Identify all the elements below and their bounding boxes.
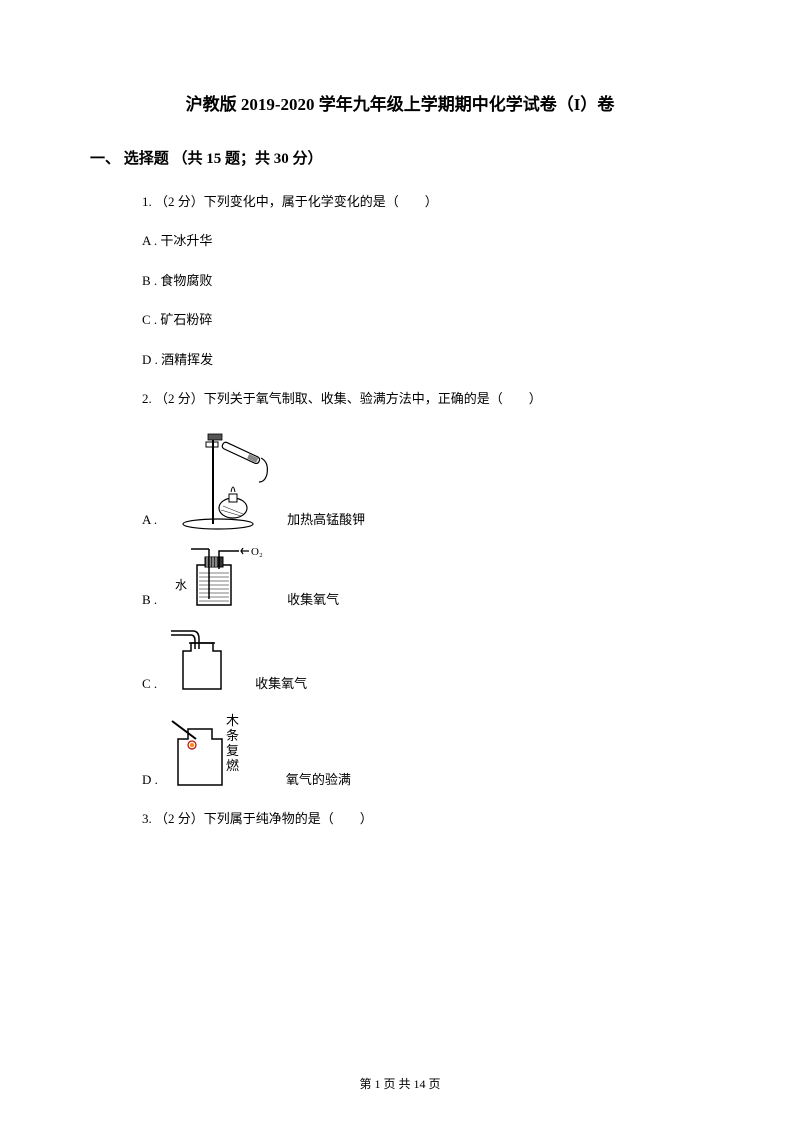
exam-title: 沪教版 2019-2020 学年九年级上学期期中化学试卷（I）卷 xyxy=(90,90,710,115)
q2-option-a: A . xyxy=(142,426,710,531)
verification-diagram: 木 条 复 燃 xyxy=(164,707,272,791)
q2-optA-caption: 加热高锰酸钾 xyxy=(287,508,365,531)
q2-optD-caption: 氧气的验满 xyxy=(286,768,351,791)
q2-option-d: D . 木 条 复 燃 氧气的验满 xyxy=(142,707,710,791)
heating-apparatus-diagram xyxy=(163,426,273,531)
page-footer: 第 1 页 共 14 页 xyxy=(0,1075,800,1092)
svg-text:复: 复 xyxy=(226,743,239,758)
q1-option-a: A . 干冰升华 xyxy=(142,229,710,252)
q2-optD-label: D . xyxy=(142,768,158,791)
page-container: 沪教版 2019-2020 学年九年级上学期期中化学试卷（I）卷 一、 选择题 … xyxy=(0,0,800,887)
question-2: 2. （2 分）下列关于氧气制取、收集、验满方法中，正确的是（ ） A . xyxy=(142,387,710,791)
q2-optB-label: B . xyxy=(142,588,157,611)
q1-option-b: B . 食物腐败 xyxy=(142,269,710,292)
o2-label: O₂ xyxy=(251,546,263,558)
q2-text: 2. （2 分）下列关于氧气制取、收集、验满方法中，正确的是（ ） xyxy=(142,387,710,410)
water-label: 水 xyxy=(175,578,187,592)
q1-text: 1. （2 分）下列变化中，属于化学变化的是（ ） xyxy=(142,190,710,213)
q1-option-c: C . 矿石粉碎 xyxy=(142,308,710,331)
q2-option-b: B . xyxy=(142,543,710,611)
q3-text: 3. （2 分）下列属于纯净物的是（ ） xyxy=(142,807,710,830)
svg-text:条: 条 xyxy=(226,728,239,743)
q2-optC-label: C . xyxy=(142,672,157,695)
svg-text:木: 木 xyxy=(226,713,239,728)
q1-option-d: D . 酒精挥发 xyxy=(142,348,710,371)
svg-text:燃: 燃 xyxy=(226,758,239,773)
question-3: 3. （2 分）下列属于纯净物的是（ ） xyxy=(142,807,710,830)
q2-optC-caption: 收集氧气 xyxy=(255,672,307,695)
q2-optA-label: A . xyxy=(142,508,157,531)
collection-bottle-diagram xyxy=(163,623,241,695)
section-header: 一、 选择题 （共 15 题；共 30 分） xyxy=(90,147,710,168)
question-1: 1. （2 分）下列变化中，属于化学变化的是（ ） A . 干冰升华 B . 食… xyxy=(142,190,710,371)
q2-option-c: C . 收集氧气 xyxy=(142,623,710,695)
gas-collection-bottle-diagram: O₂ 水 xyxy=(163,543,273,611)
q2-optB-caption: 收集氧气 xyxy=(287,588,339,611)
